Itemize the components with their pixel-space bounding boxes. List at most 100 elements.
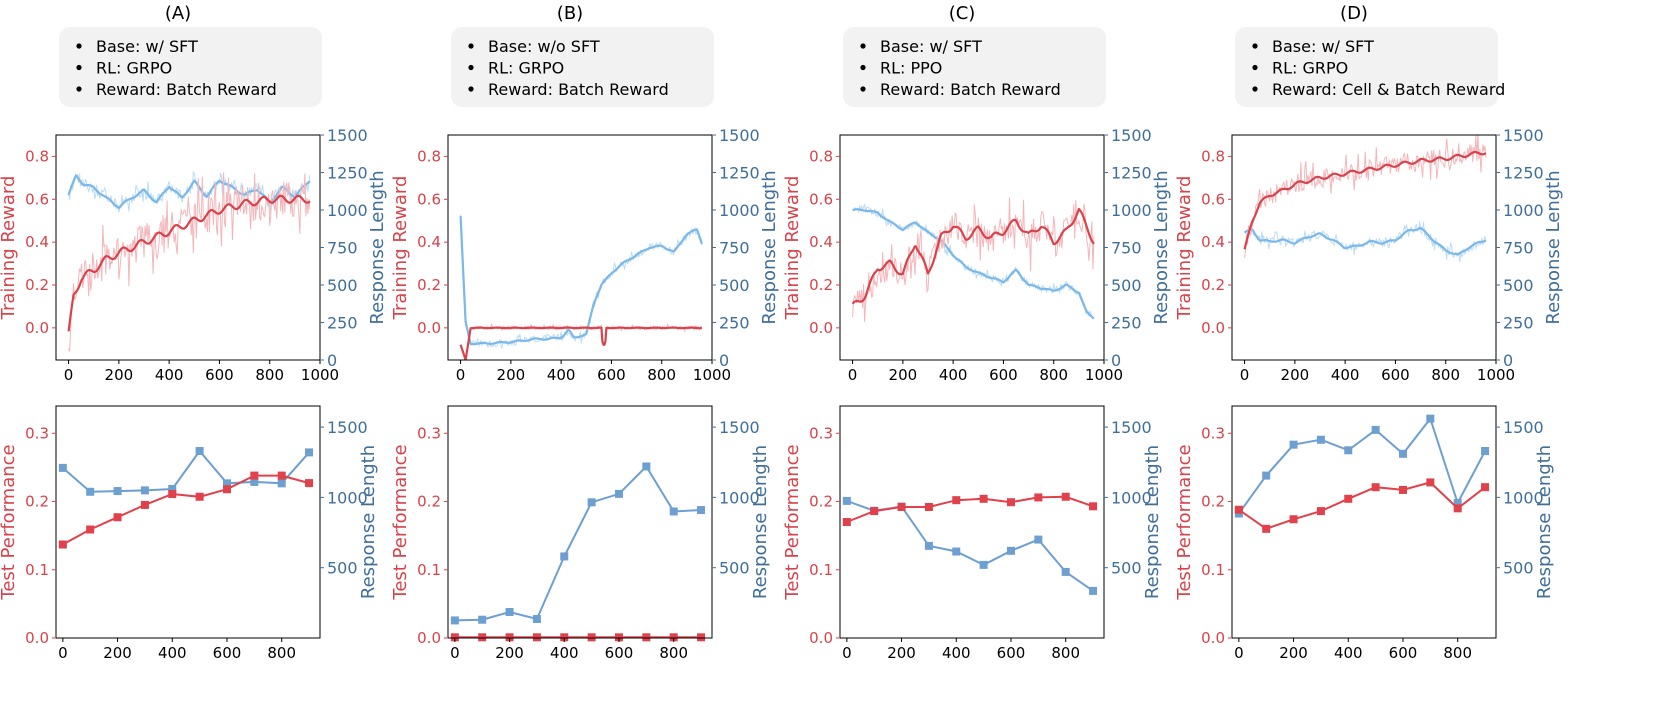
panel-d: (D) Base: w/ SFT RL: GRPO Reward: Cell & Ba… [1174,3,1564,662]
x-tick-label: 200 [1279,644,1308,662]
y-right-tick-label: 500 [1111,276,1142,295]
plot-frame [839,134,1105,361]
test-response-length-point [642,462,651,471]
y-left-tick-label: 0.3 [809,424,833,442]
y-right-tick-label: 1000 [1111,201,1152,220]
y-right-tick-label: 1000 [327,488,368,507]
test-performance-point [450,633,459,642]
plot-frame [1231,405,1497,639]
test-response-length-point [1481,446,1490,455]
test-performance-point [1061,492,1070,501]
test-performance-point [140,500,149,509]
x-tick-label: 1000 [693,366,731,384]
config-line: Base: w/ SFT [1272,37,1374,56]
x-tick-label: 0 [450,644,460,662]
y-right-tick-label: 1500 [1503,126,1544,145]
x-tick-label: 0 [64,366,74,384]
y-right-tick-label: 1000 [1111,488,1152,507]
y-right-tick-label: 0 [719,351,729,370]
y-left-tick-label: 0.6 [417,190,441,208]
y-right-axis-title: Response Length [358,445,379,599]
panel-label: (B) [557,3,583,24]
test-performance-point [669,633,678,642]
test-performance-point [842,518,851,526]
test-chart: 0 200 400 600 800 0.0 0.1 0.2 0.3 500 1000 1500 Test… [0,405,379,662]
test-performance-point [1316,507,1325,516]
y-left-tick-label: 0.0 [25,629,49,647]
test-response-length-point [222,479,231,488]
x-tick-label: 800 [1443,644,1472,662]
y-right-tick-label: 1500 [1503,418,1544,437]
panel-b: (B) Base: w/o SFT RL: GRPO Reward: Batch Re… [390,3,780,662]
plot-frame [55,134,321,361]
x-tick-label: 400 [942,644,971,662]
x-tick-label: 400 [939,366,968,384]
x-tick-label: 600 [597,366,626,384]
plot-frame [447,405,713,639]
test-response-length-point [140,486,149,495]
test-response-length-point [1453,499,1462,508]
x-tick-label: 600 [989,366,1018,384]
test-response-length-point [250,477,259,486]
y-left-tick-label: 0.8 [25,147,49,165]
test-response-length-point [168,484,177,493]
y-left-tick-label: 0.0 [417,319,441,337]
y-right-tick-label: 1000 [327,201,368,220]
bullet-icon [468,86,474,92]
y-right-tick-label: 250 [1111,314,1142,333]
y-left-tick-label: 0.2 [809,276,833,294]
y-left-tick-label: 0.0 [417,629,441,647]
y-right-tick-label: 500 [327,276,358,295]
y-right-axis-title: Response Length [1151,170,1172,324]
y-left-axis-title: Test Performance [1174,444,1195,600]
plot-frame [839,405,1105,639]
response-length-smoothed-line [1243,226,1487,256]
test-response-length-point [952,547,961,556]
bullet-icon [860,64,866,71]
y-right-tick-label: 1500 [327,126,368,145]
y-right-tick-label: 500 [719,276,750,295]
test-chart: 0 200 400 600 800 0.0 0.1 0.2 0.3 500 1000 1500 Test… [782,405,1163,662]
test-response-length-point [1316,435,1325,444]
y-left-tick-label: 0.2 [417,276,441,294]
training-reward-smoothed-line [67,194,311,332]
config-box [843,27,1106,107]
x-tick-label: 1000 [1477,366,1515,384]
y-left-axis-title: Test Performance [782,444,803,600]
y-left-axis-title: Training Reward [1174,176,1195,321]
config-box [59,27,322,107]
bullet-icon [76,64,82,71]
test-performance-point [1234,505,1243,514]
config-line: RL: GRPO [488,59,564,78]
test-performance-point [250,471,259,480]
y-left-tick-label: 0.0 [25,319,49,337]
test-response-length-point [86,487,95,496]
y-right-tick-label: 250 [1503,314,1534,333]
test-response-length-point [842,496,851,505]
test-performance-point [1289,515,1298,524]
y-left-tick-label: 0.2 [417,493,441,511]
y-right-tick-label: 1000 [719,488,760,507]
test-performance-point [1006,498,1015,507]
test-response-length-point [587,498,596,507]
y-right-tick-label: 1250 [719,164,760,183]
test-performance-point [113,513,122,522]
y-right-tick-label: 1500 [1111,418,1152,437]
test-response-length-point [113,487,122,496]
test-performance-point [1262,524,1271,533]
test-response-length-line [846,499,1094,592]
test-response-length-point [669,507,678,516]
test-performance-point [924,502,933,511]
panel-label: (D) [1340,3,1368,24]
y-right-axis-title: Response Length [759,170,780,324]
bullet-icon [1252,86,1258,92]
y-right-tick-label: 1500 [719,418,760,437]
config-line: Reward: Batch Reward [96,80,277,99]
test-performance-line [846,495,1094,523]
y-right-axis-title: Response Length [750,445,771,599]
config-box [1235,27,1498,107]
y-left-tick-label: 0.3 [1201,424,1225,442]
y-left-tick-label: 0.2 [1201,276,1225,294]
y-right-tick-label: 750 [1111,239,1142,258]
y-left-axis-title: Test Performance [0,444,19,600]
